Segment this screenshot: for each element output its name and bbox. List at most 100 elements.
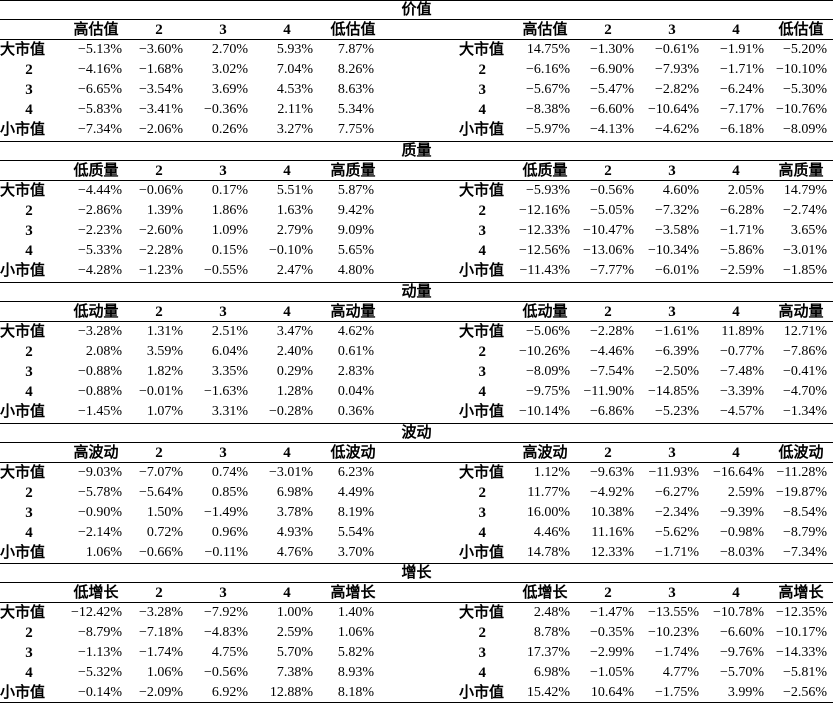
value-cell: −8.09% [525, 364, 570, 379]
column-header: 3 [219, 304, 227, 320]
value-cell: −3.39% [719, 384, 764, 399]
row-label: 3 [25, 223, 33, 239]
value-cell: 0.74% [211, 465, 248, 480]
value-cell: 0.26% [211, 122, 248, 137]
value-cell: −0.56% [203, 665, 248, 680]
table-row: 3 −0.90% 1.50% −1.49% 3.78% 8.19% [0, 503, 416, 523]
value-cell: 0.85% [211, 485, 248, 500]
value-cell: −2.06% [138, 122, 183, 137]
value-cell: 2.48% [533, 605, 570, 620]
row-label: 2 [478, 625, 487, 641]
column-header: 3 [219, 445, 227, 461]
column-header: 2 [155, 163, 163, 179]
value-cell: 1.28% [276, 384, 313, 399]
value-cell: −5.81% [782, 665, 827, 680]
left-panel: 低动量 2 3 4 高动量 大市值 −3.28% 1.31% 2.51% 3.47% 4.62% 2 2… [0, 302, 416, 422]
table-row: 3 −8.09% −7.54% −2.50% −7.48% −0.41% [416, 362, 833, 382]
value-cell: −6.90% [589, 62, 634, 77]
value-cell: −2.23% [77, 223, 122, 238]
row-label: 小市值 [0, 685, 46, 701]
column-header: 高动量 [778, 304, 824, 320]
value-cell: −3.41% [138, 102, 183, 117]
value-cell: 0.72% [146, 525, 183, 540]
value-cell: −0.98% [719, 525, 764, 540]
right-panel: 低质量 2 3 4 高质量 大市值 −5.93% −0.56% 4.60% 2.05% 14.79%… [416, 161, 833, 281]
row-label: 小市值 [0, 404, 46, 420]
value-cell: 3.70% [337, 545, 374, 560]
table-row: 小市值 −5.97% −4.13% −4.62% −6.18% −8.09% [416, 120, 833, 140]
value-cell: 7.04% [276, 62, 313, 77]
value-cell: −0.88% [77, 384, 122, 399]
table-row: 4 −12.56% −13.06% −10.34% −5.86% −3.01% [416, 241, 833, 261]
value-cell: −5.20% [782, 42, 827, 57]
value-cell: −6.28% [719, 203, 764, 218]
value-cell: 8.19% [337, 505, 374, 520]
value-cell: −5.32% [77, 665, 122, 680]
value-cell: −0.55% [203, 263, 248, 278]
table-row: 3 −0.88% 1.82% 3.35% 0.29% 2.83% [0, 362, 416, 382]
row-label: 2 [478, 485, 487, 501]
value-cell: −3.58% [654, 223, 699, 238]
value-cell: 8.18% [337, 685, 374, 700]
value-cell: −14.33% [775, 645, 827, 660]
row-label: 4 [25, 525, 33, 541]
value-cell: −4.83% [203, 625, 248, 640]
value-cell: −1.85% [782, 263, 827, 278]
value-cell: −2.09% [138, 685, 183, 700]
row-label: 3 [25, 645, 33, 661]
value-cell: 17.37% [526, 645, 570, 660]
value-cell: 3.27% [276, 122, 313, 137]
value-cell: −4.46% [589, 344, 634, 359]
table-row: 2 −8.79% −7.18% −4.83% 2.59% 1.06% [0, 623, 416, 643]
value-cell: −3.54% [138, 82, 183, 97]
value-cell: −7.17% [719, 102, 764, 117]
value-cell: −5.13% [77, 42, 122, 57]
value-cell: −6.16% [525, 62, 570, 77]
column-header-row: 低动量 2 3 4 高动量 [416, 302, 833, 322]
table-row: 大市值 −3.28% 1.31% 2.51% 3.47% 4.62% [0, 322, 416, 342]
row-label: 3 [478, 505, 487, 521]
value-cell: −1.34% [782, 404, 827, 419]
row-label: 大市值 [0, 465, 46, 481]
value-cell: 4.46% [533, 525, 570, 540]
value-cell: 3.02% [211, 62, 248, 77]
value-cell: 5.93% [276, 42, 313, 57]
column-header: 4 [732, 304, 740, 320]
value-cell: 1.40% [337, 605, 374, 620]
row-label: 4 [478, 525, 487, 541]
value-cell: −3.28% [138, 605, 183, 620]
value-cell: 1.06% [337, 625, 374, 640]
value-cell: −9.76% [719, 645, 764, 660]
value-cell: 4.77% [662, 665, 699, 680]
row-label: 大市值 [458, 324, 504, 340]
row-label: 小市值 [0, 263, 46, 279]
value-cell: 11.77% [527, 485, 570, 500]
value-cell: −10.17% [775, 625, 827, 640]
value-cell: −5.05% [589, 203, 634, 218]
value-cell: −2.28% [589, 324, 634, 339]
table-row: 4 −5.32% 1.06% −0.56% 7.38% 8.93% [0, 663, 416, 683]
value-cell: 2.47% [276, 263, 313, 278]
value-cell: −9.63% [589, 465, 634, 480]
value-cell: −1.05% [589, 665, 634, 680]
table-row: 3 −12.33% −10.47% −3.58% −1.71% 3.65% [416, 221, 833, 241]
value-cell: 10.64% [590, 685, 634, 700]
row-label: 4 [25, 243, 33, 259]
value-cell: −6.65% [77, 82, 122, 97]
value-cell: 1.09% [211, 223, 248, 238]
value-cell: −0.56% [589, 183, 634, 198]
table-row: 大市值 −5.06% −2.28% −1.61% 11.89% 12.71% [416, 322, 833, 342]
table-row: 大市值 −4.44% −0.06% 0.17% 5.51% 5.87% [0, 181, 416, 201]
table-row: 大市值 2.48% −1.47% −13.55% −10.78% −12.35% [416, 603, 833, 623]
value-cell: 7.75% [337, 122, 374, 137]
value-cell: −5.83% [77, 102, 122, 117]
column-header: 4 [283, 22, 291, 38]
value-cell: 11.16% [591, 525, 634, 540]
value-cell: 15.42% [526, 685, 570, 700]
row-label: 2 [25, 485, 33, 501]
row-label: 2 [25, 203, 33, 219]
column-header-row: 低质量 2 3 4 高质量 [416, 161, 833, 181]
table-row: 大市值 −12.42% −3.28% −7.92% 1.00% 1.40% [0, 603, 416, 623]
value-cell: 0.17% [211, 183, 248, 198]
value-cell: −2.50% [654, 364, 699, 379]
